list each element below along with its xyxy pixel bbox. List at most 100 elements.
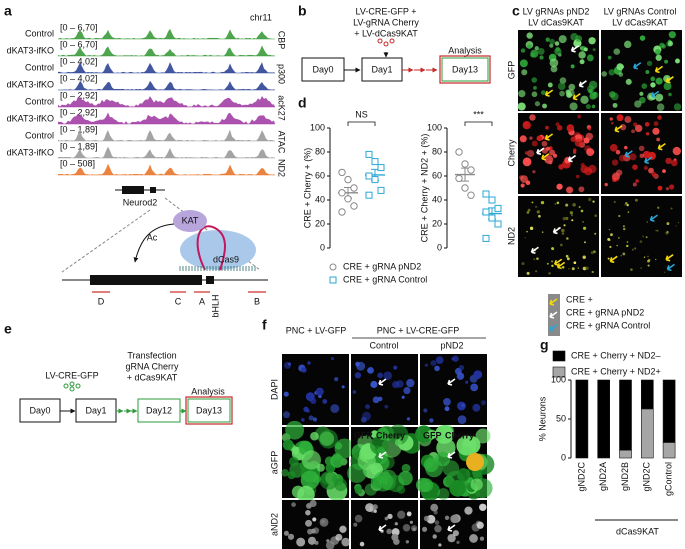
cell-signal (675, 58, 680, 64)
cell-signal (531, 91, 538, 98)
track-label: Control (25, 130, 54, 140)
cell-signal (551, 247, 555, 251)
x-tick-label: gND2B (620, 462, 630, 491)
domain-label: bHLH (210, 294, 220, 317)
cell-signal (588, 37, 596, 45)
track-label: dKAT3-ifKO (7, 113, 54, 123)
cell-signal (534, 46, 539, 51)
coverage-track (58, 80, 275, 90)
cell-signal (616, 114, 624, 122)
cell-signal (549, 149, 556, 156)
micrograph (282, 354, 349, 425)
cell-signal (354, 372, 362, 379)
y-tick-label: 80 (432, 146, 442, 156)
data-point (350, 202, 358, 210)
cell-signal (675, 225, 677, 227)
legend-marker (329, 276, 337, 284)
cell-signal (433, 510, 438, 515)
arrow-indicator (447, 378, 456, 386)
virus-icon (75, 383, 81, 389)
cell-signal (545, 146, 551, 151)
y-tick-label: 0 (437, 242, 442, 252)
cell-signal (540, 90, 546, 95)
arrow-indicator (530, 246, 539, 254)
cell-signal (307, 536, 317, 545)
track-mark-label: p300 (277, 64, 287, 84)
data-point (494, 204, 502, 212)
site-label: C (175, 296, 182, 306)
cell-signal (591, 104, 596, 109)
group-header: PNC + LV-CRE-GFP (377, 325, 460, 335)
arrow-indicator (572, 92, 581, 101)
overlay-label: GFP (354, 430, 373, 440)
row-label: aGFP (269, 451, 279, 475)
cell-signal (644, 122, 650, 127)
cell-signal (616, 244, 618, 247)
cell-signal (568, 268, 570, 270)
cell-signal (422, 526, 428, 532)
legend-label: CRE + (566, 294, 593, 304)
cell-signal (534, 101, 540, 107)
cell-signal (536, 210, 540, 214)
y-tick-label: 50 (556, 413, 566, 423)
cell-signal (611, 159, 619, 166)
cell-signal (519, 135, 527, 143)
cell-signal (373, 509, 377, 513)
gene-exon (150, 187, 156, 193)
legend-label: CRE + Cherry + ND2+ (571, 366, 661, 376)
cell-signal (423, 408, 428, 413)
cell-signal (638, 145, 645, 152)
cell-signal (588, 197, 592, 202)
track-range: [0 – 508] (60, 158, 95, 168)
cell-signal (547, 82, 553, 88)
cell-signal (610, 92, 619, 101)
cell-signal (580, 209, 584, 213)
legend-label: CRE + gRNA Control (566, 320, 650, 330)
cell-signal (533, 86, 537, 90)
y-tick-label: 100 (427, 122, 442, 132)
micrograph (601, 196, 682, 277)
coverage-track (58, 62, 275, 73)
cell-signal (287, 533, 295, 540)
track-label: Control (25, 62, 54, 72)
bar-segment (662, 379, 676, 443)
cell-signal (566, 186, 574, 194)
cell-signal (377, 372, 384, 379)
cell-signal (554, 47, 562, 56)
cell-signal (648, 167, 654, 174)
cell-signal (608, 228, 611, 231)
cell-signal (402, 524, 411, 532)
cell-signal (632, 182, 637, 187)
cell-signal (423, 515, 430, 522)
legend-marker (329, 263, 337, 271)
data-point (455, 174, 463, 183)
y-tick-label: 20 (432, 218, 442, 228)
cell-signal (430, 360, 437, 367)
acetylation-arrow (133, 223, 175, 263)
day-label: Day1 (85, 405, 106, 415)
cell-signal (524, 151, 529, 155)
cell-signal (657, 115, 662, 120)
cell-signal (365, 404, 370, 410)
track-mark-label: ND2 (277, 159, 287, 177)
track-label: Control (25, 28, 54, 38)
subgroup-header: Control (369, 340, 398, 350)
cell-signal (653, 121, 659, 127)
arrow-indicator (570, 45, 580, 53)
cell-signal (307, 528, 313, 535)
overlay-label: Cherry (376, 430, 405, 440)
cell-signal (655, 77, 663, 85)
cell-signal (522, 157, 532, 167)
bar-segment (662, 442, 676, 459)
cell-signal (391, 533, 399, 541)
cell-signal (631, 129, 635, 134)
track-mark-label: CBP (277, 31, 287, 50)
cell-signal (451, 357, 455, 361)
cell-signal (354, 486, 363, 495)
cell-signal (335, 533, 343, 541)
locus-exon (206, 276, 214, 284)
cell-signal (354, 514, 363, 523)
micrograph (601, 113, 682, 194)
cell-signal (326, 539, 330, 543)
cell-signal (612, 172, 620, 181)
